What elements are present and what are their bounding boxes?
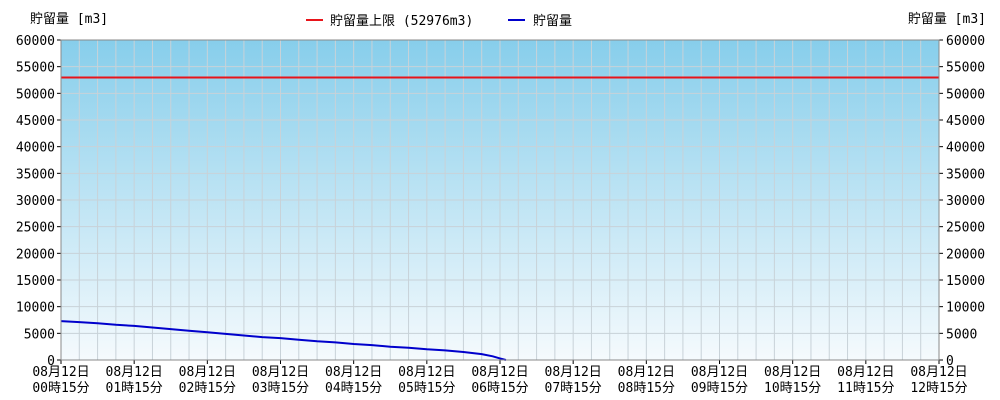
x-tick-label-date: 08月12日 xyxy=(910,365,967,380)
y-tick-label-right: 25000 xyxy=(946,221,985,236)
y-tick-label-left: 45000 xyxy=(16,114,55,129)
x-tick-label-date: 08月12日 xyxy=(837,365,894,380)
y-tick-label-left: 30000 xyxy=(16,194,55,209)
x-tick-label-time: 11時15分 xyxy=(837,381,894,396)
y-tick-label-left: 0 xyxy=(47,354,55,369)
x-tick-label-date: 08月12日 xyxy=(252,365,309,380)
y-tick-label-right: 10000 xyxy=(946,301,985,316)
y-tick-label-left: 50000 xyxy=(16,87,55,102)
y-tick-label-left: 15000 xyxy=(16,274,55,289)
grid-lines xyxy=(60,39,940,361)
y-tick-label-right: 50000 xyxy=(946,87,985,102)
x-tick-label-time: 03時15分 xyxy=(252,381,309,396)
y-tick-label-right: 20000 xyxy=(946,247,985,262)
y-axis-left-ticks: 0 5000 10000 15000 20000 25000 30000 35000 40000… xyxy=(16,34,61,369)
y-tick-label-right: 45000 xyxy=(946,114,985,129)
y-tick-label-left: 5000 xyxy=(24,327,55,342)
plot-border xyxy=(60,39,940,361)
x-tick-label-time: 10時15分 xyxy=(764,381,821,396)
x-tick-label-time: 12時15分 xyxy=(910,381,967,396)
y-tick-label-left: 20000 xyxy=(16,247,55,262)
y-tick-label-right: 0 xyxy=(946,354,954,369)
x-tick-label-time: 04時15分 xyxy=(325,381,382,396)
y-tick-label-right: 40000 xyxy=(946,141,985,156)
y-tick-label-right: 30000 xyxy=(946,194,985,209)
left-axis-unit-label: 貯留量 [m3] xyxy=(30,12,108,27)
y-tick-label-left: 35000 xyxy=(16,167,55,182)
x-tick-label-date: 08月12日 xyxy=(106,365,163,380)
y-tick-label-right: 55000 xyxy=(946,61,985,76)
x-tick-label-time: 08時15分 xyxy=(618,381,675,396)
x-tick-label-time: 00時15分 xyxy=(32,381,89,396)
y-tick-label-right: 15000 xyxy=(946,274,985,289)
y-tick-label-left: 10000 xyxy=(16,301,55,316)
x-tick-label-date: 08月12日 xyxy=(179,365,236,380)
y-tick-label-right: 60000 xyxy=(946,34,985,49)
x-tick-label-date: 08月12日 xyxy=(545,365,602,380)
y-tick-label-right: 35000 xyxy=(946,167,985,182)
legend-upper-limit-label: 貯留量上限 (52976m3) xyxy=(330,14,473,29)
x-tick-label-time: 01時15分 xyxy=(106,381,163,396)
y-tick-label-left: 55000 xyxy=(16,61,55,76)
x-tick-label-date: 08月12日 xyxy=(398,365,455,380)
legend-storage-label: 貯留量 xyxy=(533,14,572,29)
y-tick-label-left: 25000 xyxy=(16,221,55,236)
legend: 貯留量上限 (52976m3) 貯留量 xyxy=(306,14,572,29)
x-tick-label-time: 09時15分 xyxy=(691,381,748,396)
x-tick-label-date: 08月12日 xyxy=(618,365,675,380)
y-tick-label-right: 5000 xyxy=(946,327,977,342)
y-tick-label-left: 60000 xyxy=(16,34,55,49)
x-tick-label-time: 05時15分 xyxy=(398,381,455,396)
x-tick-label-date: 08月12日 xyxy=(471,365,528,380)
x-tick-label-date: 08月12日 xyxy=(764,365,821,380)
y-tick-label-left: 40000 xyxy=(16,141,55,156)
x-tick-label-time: 07時15分 xyxy=(545,381,602,396)
y-axis-right-ticks: 0 5000 10000 15000 20000 25000 30000 35000 40000… xyxy=(939,34,985,369)
x-tick-label-date: 08月12日 xyxy=(32,365,89,380)
storage-series-line xyxy=(60,320,507,361)
x-tick-label-date: 08月12日 xyxy=(691,365,748,380)
x-axis-ticks: 08月12日00時15分08月12日01時15分08月12日02時15分08月1… xyxy=(32,360,968,396)
x-tick-label-date: 08月12日 xyxy=(325,365,382,380)
x-tick-label-time: 02時15分 xyxy=(179,381,236,396)
x-tick-label-time: 06時15分 xyxy=(471,381,528,396)
right-axis-unit-label: 貯留量 [m3] xyxy=(908,12,986,27)
